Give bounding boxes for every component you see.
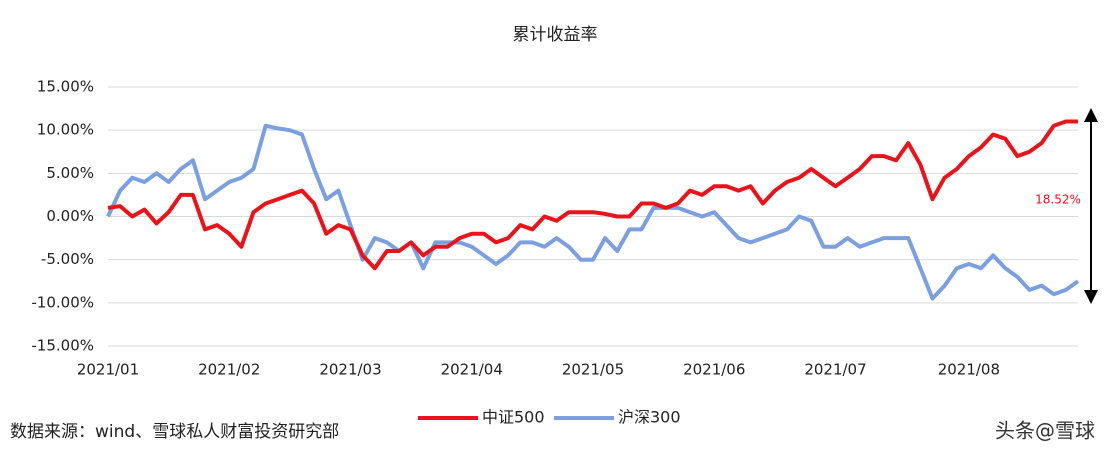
y-tick-label: 0.00% bbox=[46, 207, 94, 225]
range-arrow bbox=[1084, 108, 1098, 304]
y-tick-label: 5.00% bbox=[46, 164, 94, 182]
y-tick-label: -15.00% bbox=[31, 337, 94, 355]
x-tick-label: 2021/02 bbox=[198, 361, 260, 379]
x-tick-label: 2021/01 bbox=[77, 361, 139, 379]
y-tick-label: 15.00% bbox=[37, 78, 94, 96]
x-tick-label: 2021/07 bbox=[804, 361, 866, 379]
x-tick-label: 2021/05 bbox=[562, 361, 624, 379]
legend-label: 沪深300 bbox=[618, 408, 681, 427]
source-note: 数据来源：wind、雪球私人财富投资研究部 bbox=[10, 422, 339, 442]
watermark: 头条@雪球 bbox=[995, 419, 1095, 443]
x-tick-label: 2021/06 bbox=[683, 361, 745, 379]
series-line bbox=[107, 119, 1078, 271]
series-line bbox=[106, 123, 1080, 301]
x-tick-label: 2021/03 bbox=[319, 361, 381, 379]
chart-title: 累计收益率 bbox=[513, 25, 598, 45]
legend-label: 中证500 bbox=[482, 408, 545, 427]
y-tick-label: -5.00% bbox=[41, 250, 94, 268]
annotation: 18.52% bbox=[1035, 193, 1081, 207]
x-tick-label: 2021/04 bbox=[441, 361, 503, 379]
y-tick-label: -10.00% bbox=[31, 293, 94, 311]
y-tick-label: 10.00% bbox=[37, 121, 94, 139]
x-tick-label: 2021/08 bbox=[938, 361, 1000, 379]
